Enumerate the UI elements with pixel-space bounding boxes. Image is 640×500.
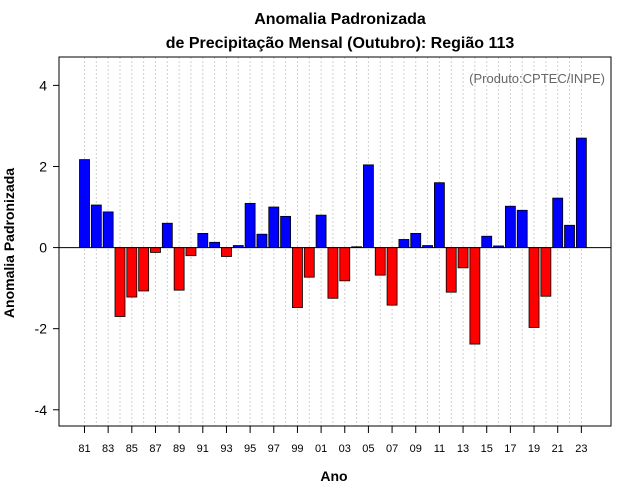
bar-series <box>79 137 587 345</box>
bar-2009 <box>410 232 422 248</box>
plot-frame <box>58 56 612 427</box>
chart-title-line1: Anomalia Padronizada <box>254 11 426 28</box>
bar-2006 <box>374 247 386 276</box>
bar-2022 <box>564 224 575 248</box>
bar-1984 <box>114 247 126 317</box>
bar-1986 <box>138 247 150 292</box>
bar-1992 <box>209 241 221 248</box>
chart-title-line2: de Precipitação Mensal (Outubro): Região… <box>166 35 515 52</box>
bar-1988 <box>161 222 173 248</box>
x-tick-label: 09 <box>410 443 422 455</box>
bar-2020 <box>540 247 552 297</box>
x-tick-label: 05 <box>362 443 374 455</box>
bar-2017 <box>504 205 516 248</box>
x-tick-label: 89 <box>173 443 185 455</box>
x-tick-label: 07 <box>386 443 398 455</box>
y-tick-label: 4 <box>39 77 47 93</box>
bar-1990 <box>185 247 197 257</box>
bar-2019 <box>528 247 540 328</box>
x-tick-label: 21 <box>552 443 564 455</box>
x-tick-label: 85 <box>126 443 138 455</box>
bar-1983 <box>102 211 114 248</box>
y-tick-label: 0 <box>39 240 47 256</box>
bar-1993 <box>221 247 232 257</box>
bar-2015 <box>481 235 493 248</box>
bar-1982 <box>90 204 102 248</box>
bar-1987 <box>150 247 161 253</box>
bar-2008 <box>398 239 410 248</box>
x-tick-label: 13 <box>457 443 469 455</box>
bar-1991 <box>197 232 209 248</box>
y-tick-label: 2 <box>39 158 47 174</box>
x-tick-label: 87 <box>149 443 161 455</box>
x-axis-label: Ano <box>320 468 347 484</box>
bar-2011 <box>433 182 445 248</box>
bar-1996 <box>256 233 268 248</box>
bar-2001 <box>315 214 327 248</box>
x-tick-label: 99 <box>291 443 303 455</box>
x-tick-label: 97 <box>268 443 280 455</box>
bar-1999 <box>292 247 303 308</box>
x-tick-label: 81 <box>78 443 90 455</box>
bar-2013 <box>457 247 469 269</box>
x-tick-label: 83 <box>102 443 114 455</box>
x-tick-label: 15 <box>481 443 493 455</box>
credit-label: (Produto:CPTEC/INPE) <box>469 71 605 86</box>
bar-2021 <box>552 197 564 248</box>
x-tick-label: 03 <box>339 443 351 455</box>
bar-2023 <box>575 137 587 248</box>
bar-1981 <box>79 159 90 248</box>
bar-2005 <box>363 164 374 248</box>
x-tick-label: 19 <box>528 443 540 455</box>
y-tick-label: -2 <box>35 321 48 337</box>
bar-1985 <box>126 247 138 298</box>
y-tick-label: -4 <box>35 402 48 418</box>
bar-1997 <box>268 206 280 248</box>
x-axis: 81 83 85 87 89 91 93 95 97 99 01 03 05 07 09 11 13 15 17 19… <box>78 426 587 455</box>
bar-1998 <box>280 215 292 248</box>
x-tick-label: 95 <box>244 443 256 455</box>
x-tick-label: 91 <box>197 443 209 455</box>
x-tick-label: 93 <box>220 443 232 455</box>
y-axis: -4 -2 0 2 4 <box>35 77 59 418</box>
bar-2007 <box>386 247 398 306</box>
bar-2012 <box>445 247 457 293</box>
y-axis-label: Anomalia Padronizada <box>1 168 17 318</box>
bar-2002 <box>327 247 339 299</box>
bar-2003 <box>339 247 351 282</box>
x-tick-label: 11 <box>434 443 445 455</box>
x-tick-label: 17 <box>504 443 516 455</box>
bar-2000 <box>303 247 315 278</box>
x-tick-label: 23 <box>575 443 587 455</box>
bar-1995 <box>244 202 256 248</box>
bar-2014 <box>469 247 481 345</box>
bar-2018 <box>516 209 528 248</box>
x-tick-label: 01 <box>315 443 327 455</box>
bar-1989 <box>173 247 185 291</box>
